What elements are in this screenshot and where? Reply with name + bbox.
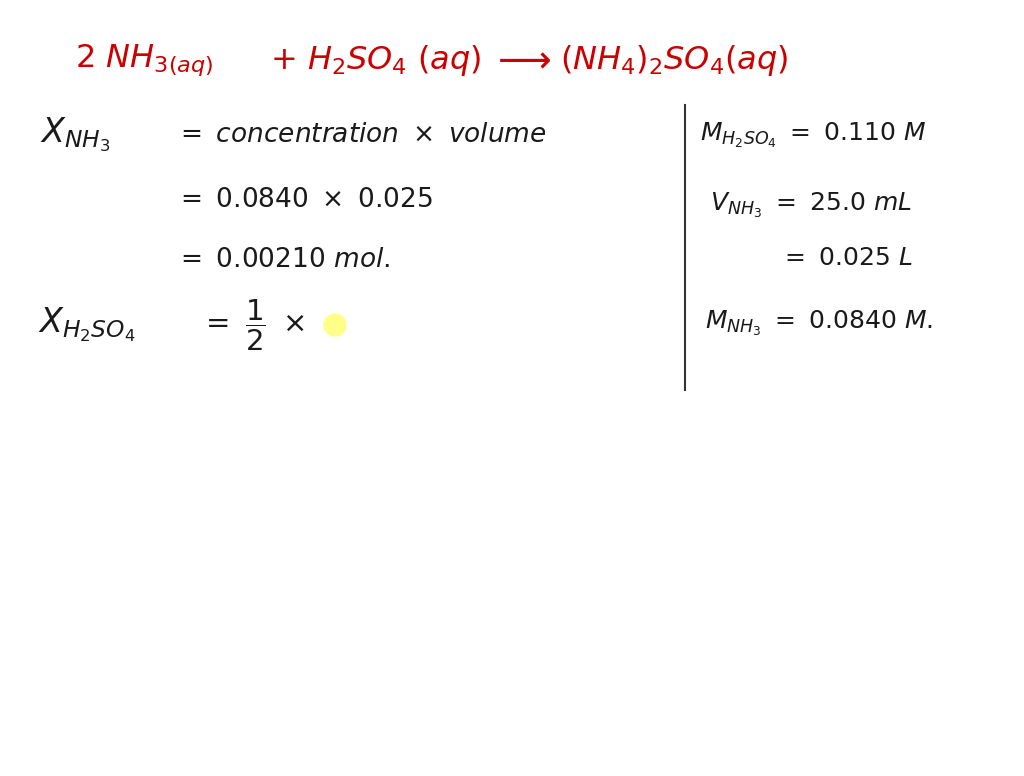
Text: $=\ 0.00210\ mol.$: $=\ 0.00210\ mol.$ — [175, 247, 390, 273]
Text: $V_{NH_3}\ =\ 25.0\ mL$: $V_{NH_3}\ =\ 25.0\ mL$ — [710, 190, 911, 220]
Text: $+\ H_2SO_4\ (aq)$: $+\ H_2SO_4\ (aq)$ — [270, 43, 481, 78]
Text: $M_{H_2SO_4}\ =\ 0.110\ M$: $M_{H_2SO_4}\ =\ 0.110\ M$ — [700, 120, 927, 150]
Text: $=\ $concentration$\ \times\ $volume: $=\ $concentration$\ \times\ $volume — [175, 122, 547, 148]
Text: $=\ 0.0840\ \times\ 0.025$: $=\ 0.0840\ \times\ 0.025$ — [175, 187, 433, 213]
Text: $M_{NH_3}\ =\ 0.0840\ M.$: $M_{NH_3}\ =\ 0.0840\ M.$ — [705, 308, 933, 338]
Text: $X_{NH_3}$: $X_{NH_3}$ — [40, 116, 111, 154]
Text: $2\ NH_{3(aq)}$: $2\ NH_{3(aq)}$ — [75, 42, 213, 78]
Text: $=\ \dfrac{1}{2}\ \times$: $=\ \dfrac{1}{2}\ \times$ — [200, 297, 305, 352]
Text: $X_{H_2SO_4}$: $X_{H_2SO_4}$ — [38, 306, 135, 345]
Text: $\longrightarrow$: $\longrightarrow$ — [490, 42, 551, 78]
Text: $(NH_4)_2SO_4(aq)$: $(NH_4)_2SO_4(aq)$ — [560, 43, 788, 78]
Text: $=\ 0.025\ L$: $=\ 0.025\ L$ — [780, 246, 913, 270]
Ellipse shape — [324, 314, 346, 336]
